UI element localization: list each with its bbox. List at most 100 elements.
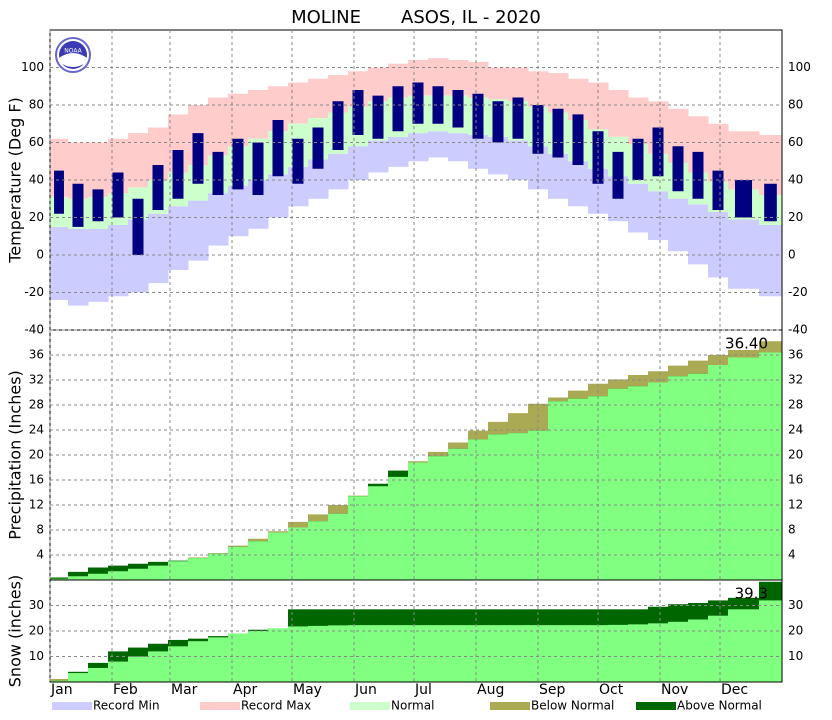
y2-tick-label: 16 bbox=[788, 473, 803, 487]
observed-range bbox=[612, 151, 624, 199]
record-min-band bbox=[88, 228, 109, 302]
y-tick-label: 4 bbox=[36, 548, 44, 562]
record-min-band bbox=[368, 140, 389, 173]
y-tick-label: 80 bbox=[29, 98, 44, 112]
observed-range bbox=[232, 138, 244, 190]
x-tick-label: Oct bbox=[599, 682, 624, 698]
x-tick-label: Mar bbox=[171, 682, 198, 698]
common-accum bbox=[648, 623, 669, 682]
y-tick-label: 20 bbox=[29, 624, 44, 638]
common-accum bbox=[248, 631, 269, 682]
y-tick-label: 36 bbox=[29, 348, 44, 362]
y2-tick-label: -40 bbox=[788, 323, 808, 337]
y2-tick-label: -20 bbox=[788, 285, 808, 299]
y2-tick-label: 80 bbox=[788, 98, 803, 112]
common-accum bbox=[108, 661, 129, 682]
common-accum bbox=[108, 571, 129, 580]
common-accum bbox=[268, 628, 289, 682]
common-accum bbox=[668, 376, 689, 580]
common-accum bbox=[128, 656, 149, 682]
legend-label: Record Min bbox=[93, 699, 160, 713]
y2-tick-label: 30 bbox=[788, 598, 803, 612]
record-min-band bbox=[428, 131, 449, 158]
common-accum bbox=[488, 434, 509, 580]
common-accum bbox=[248, 541, 269, 580]
common-accum bbox=[548, 625, 569, 682]
record-min-band bbox=[668, 198, 689, 252]
panel bbox=[50, 341, 783, 580]
record-max-band bbox=[228, 93, 249, 147]
common-accum bbox=[428, 625, 449, 682]
y-tick-label: 16 bbox=[29, 473, 44, 487]
y2-tick-label: 20 bbox=[788, 210, 803, 224]
common-accum bbox=[148, 651, 169, 682]
record-min-band bbox=[348, 146, 369, 180]
noaa-logo: NOAA bbox=[55, 37, 91, 73]
observed-range bbox=[352, 90, 364, 135]
record-min-band bbox=[68, 228, 89, 306]
record-max-band bbox=[288, 82, 309, 124]
y-tick-label: 28 bbox=[29, 398, 44, 412]
x-tick-label: Nov bbox=[661, 682, 688, 698]
record-max-band bbox=[548, 73, 569, 113]
observed-range bbox=[532, 105, 544, 154]
legend-swatch bbox=[350, 702, 390, 710]
common-accum bbox=[759, 352, 783, 580]
x-tick-label: Jan bbox=[50, 682, 73, 698]
record-min-band bbox=[508, 140, 529, 180]
x-tick-label: Jul bbox=[414, 682, 432, 698]
common-accum bbox=[548, 401, 569, 580]
common-accum bbox=[668, 621, 689, 682]
common-accum bbox=[328, 513, 349, 580]
record-min-band bbox=[648, 191, 669, 240]
y-tick-label: -20 bbox=[24, 285, 44, 299]
common-accum bbox=[368, 486, 389, 580]
common-accum bbox=[308, 521, 329, 580]
observed-range bbox=[472, 93, 484, 139]
record-min-band bbox=[568, 161, 589, 207]
common-accum bbox=[168, 646, 189, 682]
common-accum bbox=[408, 625, 429, 682]
legend-label: Record Max bbox=[241, 699, 311, 713]
common-accum bbox=[448, 625, 469, 682]
common-accum bbox=[50, 578, 69, 580]
x-tick-label: Feb bbox=[113, 682, 138, 698]
y2-tick-label: 20 bbox=[788, 448, 803, 462]
common-accum bbox=[688, 619, 709, 682]
x-tick-label: Apr bbox=[233, 682, 257, 698]
y-tick-label: -40 bbox=[24, 323, 44, 337]
y-tick-label: 32 bbox=[29, 373, 44, 387]
common-accum bbox=[288, 527, 309, 580]
legend-swatch bbox=[490, 702, 530, 710]
common-accum bbox=[68, 673, 89, 682]
y2-tick-label: 20 bbox=[788, 624, 803, 638]
panel bbox=[50, 581, 783, 682]
observed-range bbox=[132, 198, 144, 255]
observed-range bbox=[652, 127, 664, 177]
observed-range bbox=[632, 138, 644, 180]
observed-range bbox=[572, 114, 584, 165]
common-accum bbox=[628, 624, 649, 682]
observed-range bbox=[672, 146, 684, 192]
common-accum bbox=[488, 625, 509, 682]
y-tick-label: 100 bbox=[21, 60, 44, 74]
y-tick-label: 60 bbox=[29, 135, 44, 149]
y-axis-label: Temperature (Deg F) bbox=[6, 97, 25, 264]
record-max-band bbox=[528, 71, 549, 107]
y2-tick-label: 10 bbox=[788, 649, 803, 663]
record-min-band bbox=[168, 206, 189, 270]
y2-tick-label: 100 bbox=[788, 60, 811, 74]
record-min-band bbox=[759, 225, 783, 297]
common-accum bbox=[448, 448, 469, 580]
common-accum bbox=[608, 388, 629, 580]
y2-tick-label: 12 bbox=[788, 498, 803, 512]
common-accum bbox=[50, 680, 69, 682]
observed-range bbox=[764, 183, 777, 222]
y2-tick-label: 36 bbox=[788, 348, 803, 362]
common-accum bbox=[88, 667, 109, 682]
x-tick-label: Jun bbox=[354, 682, 377, 698]
common-accum bbox=[388, 625, 409, 682]
common-accum bbox=[88, 573, 109, 580]
record-min-band bbox=[488, 136, 509, 175]
